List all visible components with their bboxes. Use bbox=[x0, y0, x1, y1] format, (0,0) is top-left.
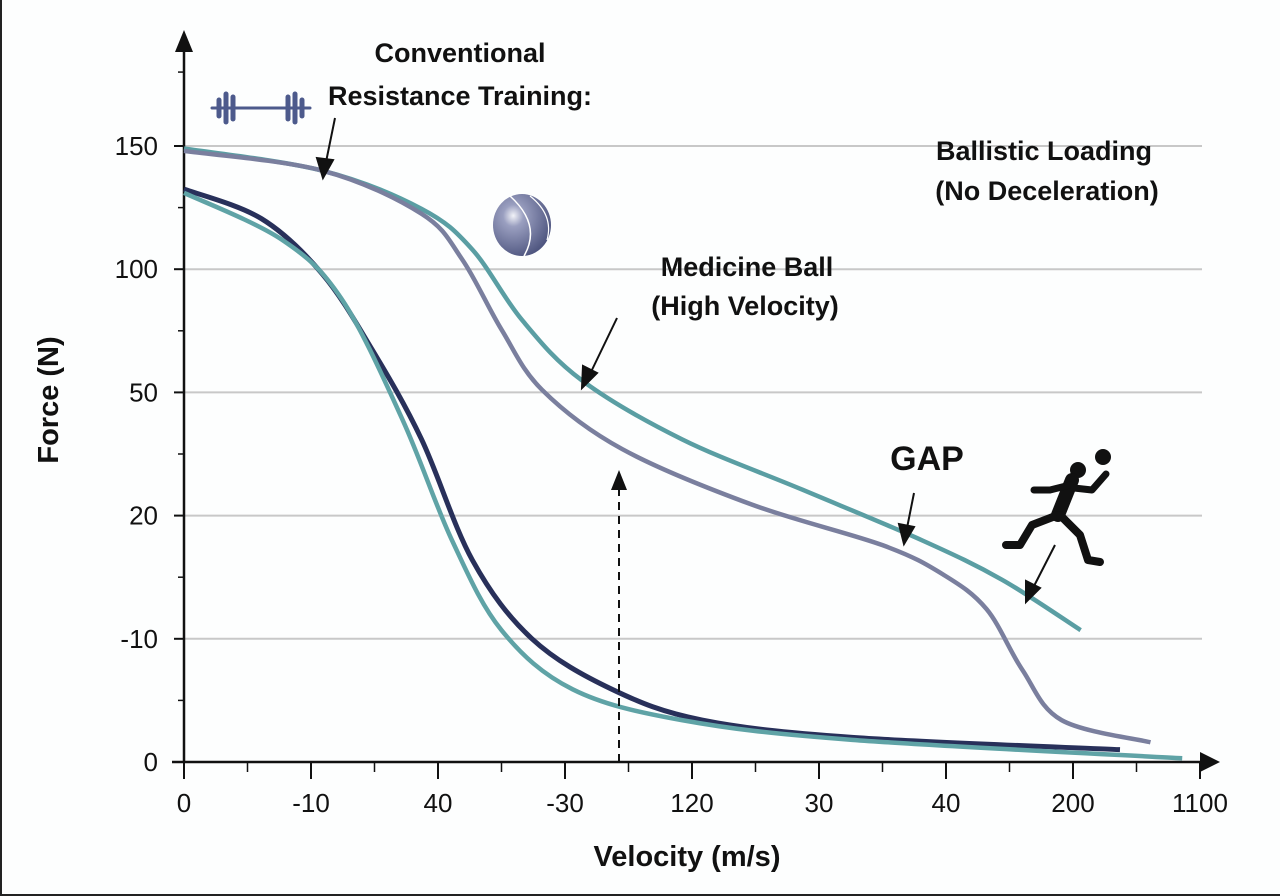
runner-arrow bbox=[1032, 544, 1056, 589]
series-line-4 bbox=[183, 190, 1183, 761]
gap-arrowhead bbox=[897, 522, 916, 547]
y-tick-label: 20 bbox=[129, 501, 158, 531]
x-tick-label: 30 bbox=[805, 788, 834, 818]
y-axis-arrow bbox=[175, 30, 193, 52]
x-tick-label: 0 bbox=[177, 788, 191, 818]
y-tick-label: 100 bbox=[115, 254, 158, 284]
barbell-icon bbox=[210, 91, 312, 125]
medicine-ball-icon bbox=[493, 194, 551, 257]
x-axis-arrow bbox=[1200, 752, 1220, 772]
x-tick-label: 200 bbox=[1051, 788, 1094, 818]
medicine-label-1: Medicine Ball bbox=[661, 252, 834, 282]
ballistic-label-2: (No Deceleration) bbox=[935, 176, 1159, 206]
medicine-arrow bbox=[589, 317, 618, 375]
x-tick-label: -30 bbox=[546, 788, 584, 818]
runner-arrowhead bbox=[1025, 579, 1042, 605]
x-tick-label: -10 bbox=[292, 788, 330, 818]
x-tick-label: 40 bbox=[932, 788, 961, 818]
y-tick-label: 0 bbox=[144, 747, 158, 777]
ballistic-label-1: Ballistic Loading bbox=[936, 136, 1152, 166]
x-axis-label: Velocity (m/s) bbox=[594, 841, 781, 873]
runner-icon bbox=[1002, 449, 1111, 566]
y-tick-label: -10 bbox=[120, 624, 158, 654]
y-axis-label: Force (N) bbox=[33, 336, 65, 463]
conventional-label-1: Conventional bbox=[374, 38, 545, 68]
conventional-label-2: Resistance Training: bbox=[328, 81, 592, 111]
y-tick-label: 50 bbox=[129, 377, 158, 407]
x-tick-label: 1100 bbox=[1172, 788, 1228, 818]
dashed-marker-arrow bbox=[611, 470, 627, 490]
medicine-arrowhead bbox=[580, 364, 599, 391]
series-line-1 bbox=[183, 146, 1082, 633]
x-tick-label: 40 bbox=[424, 788, 453, 818]
series-line-2 bbox=[183, 148, 1152, 745]
x-tick-label: 120 bbox=[670, 788, 713, 818]
y-tick-label: 150 bbox=[115, 131, 158, 161]
medicine-label-2: (High Velocity) bbox=[651, 291, 839, 321]
gap-arrow bbox=[906, 492, 915, 529]
gap-label: GAP bbox=[890, 440, 964, 478]
conventional-arrow bbox=[325, 117, 336, 163]
conventional-arrowhead bbox=[315, 156, 335, 181]
